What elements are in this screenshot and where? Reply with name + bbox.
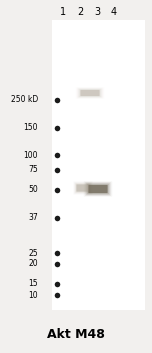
FancyBboxPatch shape <box>88 185 107 193</box>
FancyBboxPatch shape <box>88 185 108 193</box>
Text: 2: 2 <box>77 7 83 17</box>
Text: 15: 15 <box>28 280 38 288</box>
Text: 50: 50 <box>28 185 38 195</box>
FancyBboxPatch shape <box>81 90 100 96</box>
Text: 250 kD: 250 kD <box>11 96 38 104</box>
Text: 75: 75 <box>28 166 38 174</box>
Text: 3: 3 <box>94 7 100 17</box>
FancyBboxPatch shape <box>78 88 102 98</box>
Text: 100: 100 <box>24 150 38 160</box>
Text: Akt M48: Akt M48 <box>47 329 105 341</box>
FancyBboxPatch shape <box>87 184 109 195</box>
FancyBboxPatch shape <box>80 90 100 96</box>
FancyBboxPatch shape <box>52 20 145 310</box>
Text: 25: 25 <box>28 249 38 257</box>
FancyBboxPatch shape <box>76 185 90 191</box>
FancyBboxPatch shape <box>75 183 91 193</box>
Text: 150: 150 <box>24 124 38 132</box>
FancyBboxPatch shape <box>74 182 92 194</box>
Text: 1: 1 <box>60 7 66 17</box>
FancyBboxPatch shape <box>75 183 92 193</box>
FancyBboxPatch shape <box>76 184 90 192</box>
FancyBboxPatch shape <box>85 182 111 196</box>
FancyBboxPatch shape <box>79 89 101 97</box>
Text: 4: 4 <box>111 7 117 17</box>
Text: 37: 37 <box>28 214 38 222</box>
Text: 20: 20 <box>28 259 38 269</box>
Text: 10: 10 <box>28 291 38 299</box>
FancyBboxPatch shape <box>86 183 110 195</box>
